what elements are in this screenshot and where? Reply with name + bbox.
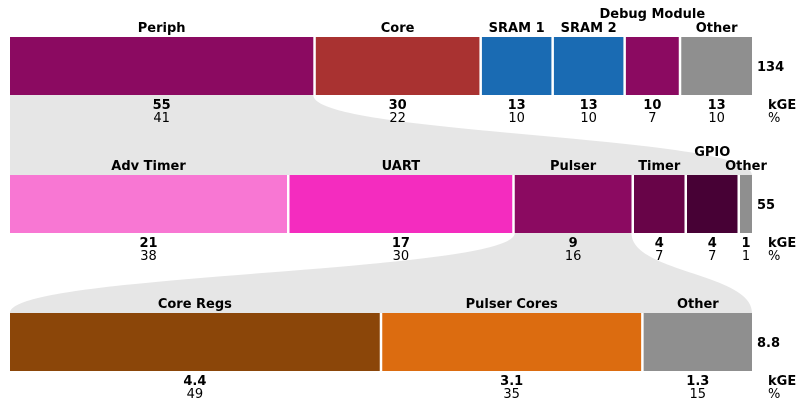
segment-percent-value: 22 — [389, 111, 406, 126]
bar-segment-timer — [634, 175, 685, 233]
segment-kge-value: 3.1 — [500, 374, 523, 389]
segment-percent-value: 41 — [153, 111, 170, 126]
unit-label-percent: % — [768, 387, 780, 402]
bar-segment-periph — [10, 37, 314, 95]
segment-kge-value: 13 — [508, 98, 526, 113]
row-total: 55 — [757, 198, 775, 213]
segment-percent-value: 7 — [648, 111, 656, 126]
segment-label-gpio: GPIO — [694, 145, 730, 160]
segment-percent-value: 30 — [393, 249, 410, 264]
segment-kge-value: 4.4 — [183, 374, 206, 389]
segment-kge-value: 21 — [139, 236, 157, 251]
bar-segment-core — [315, 37, 480, 95]
segment-label-pulser-cores: Pulser Cores — [466, 297, 558, 312]
segment-percent-value: 10 — [508, 111, 525, 126]
segment-label-other: Other — [677, 297, 719, 312]
bar-segment-other — [681, 37, 752, 95]
segment-kge-value: 9 — [569, 236, 578, 251]
segment-percent-value: 7 — [708, 249, 716, 264]
bar-segment-adv-timer — [10, 175, 287, 233]
segment-kge-value: 1 — [741, 236, 750, 251]
segment-label-adv-timer: Adv Timer — [111, 159, 186, 174]
segment-percent-value: 16 — [565, 249, 582, 264]
segment-label-other: Other — [725, 159, 767, 174]
segment-label-other: Other — [696, 21, 738, 36]
segment-label-sram-2: SRAM 2 — [561, 21, 617, 36]
segment-percent-value: 7 — [655, 249, 663, 264]
unit-label-kge: kGE — [768, 98, 796, 113]
segment-kge-value: 4 — [655, 236, 664, 251]
zoom-link-pulser — [10, 233, 752, 313]
segment-percent-value: 35 — [503, 387, 520, 402]
bar-row-3: Core Regs 4.449 Pulser Cores 3.135 Other 1.31… — [10, 297, 796, 402]
segment-kge-value: 13 — [580, 98, 598, 113]
bar-segment-debug-module — [625, 37, 679, 95]
bar-segment-uart — [289, 175, 513, 233]
segment-label-core: Core — [381, 21, 415, 36]
segment-label-debug-module: Debug Module — [599, 7, 705, 22]
zoom-links — [10, 95, 752, 313]
unit-label-percent: % — [768, 111, 780, 126]
row-total: 8.8 — [757, 336, 780, 351]
segment-kge-value: 4 — [708, 236, 717, 251]
segment-percent-value: 10 — [580, 111, 597, 126]
segment-label-periph: Periph — [138, 21, 186, 36]
segment-label-timer: Timer — [638, 159, 681, 174]
bar-segment-pulser-cores — [382, 313, 642, 371]
segment-kge-value: 55 — [153, 98, 171, 113]
segment-kge-value: 30 — [389, 98, 407, 113]
segment-kge-value: 13 — [708, 98, 726, 113]
segment-label-uart: UART — [382, 159, 421, 174]
unit-label-kge: kGE — [768, 374, 796, 389]
segment-percent-value: 10 — [708, 111, 725, 126]
segment-kge-value: 1.3 — [686, 374, 709, 389]
bar-segment-other — [643, 313, 752, 371]
segment-percent-value: 49 — [187, 387, 204, 402]
segment-label-pulser: Pulser — [550, 159, 597, 174]
segment-percent-value: 15 — [690, 387, 707, 402]
bar-row-2: Adv Timer2138UART1730Pulser916Timer47GPI… — [10, 145, 796, 264]
segment-percent-value: 38 — [140, 249, 157, 264]
segment-label-core-regs: Core Regs — [158, 297, 232, 312]
segment-kge-value: 10 — [643, 98, 661, 113]
bar-segment-other — [740, 175, 752, 233]
segment-kge-value: 17 — [392, 236, 410, 251]
unit-label-percent: % — [768, 249, 780, 264]
bar-segment-sram-2 — [553, 37, 624, 95]
bar-segment-pulser — [514, 175, 632, 233]
bar-segment-gpio — [687, 175, 738, 233]
bar-segment-sram-1 — [481, 37, 552, 95]
segment-percent-value: 1 — [742, 249, 750, 264]
unit-label-kge: kGE — [768, 236, 796, 251]
row-total: 134 — [757, 60, 784, 75]
bar-segment-core-regs — [10, 313, 380, 371]
segment-label-sram-1: SRAM 1 — [489, 21, 545, 36]
zoom-link-periph — [10, 95, 752, 175]
